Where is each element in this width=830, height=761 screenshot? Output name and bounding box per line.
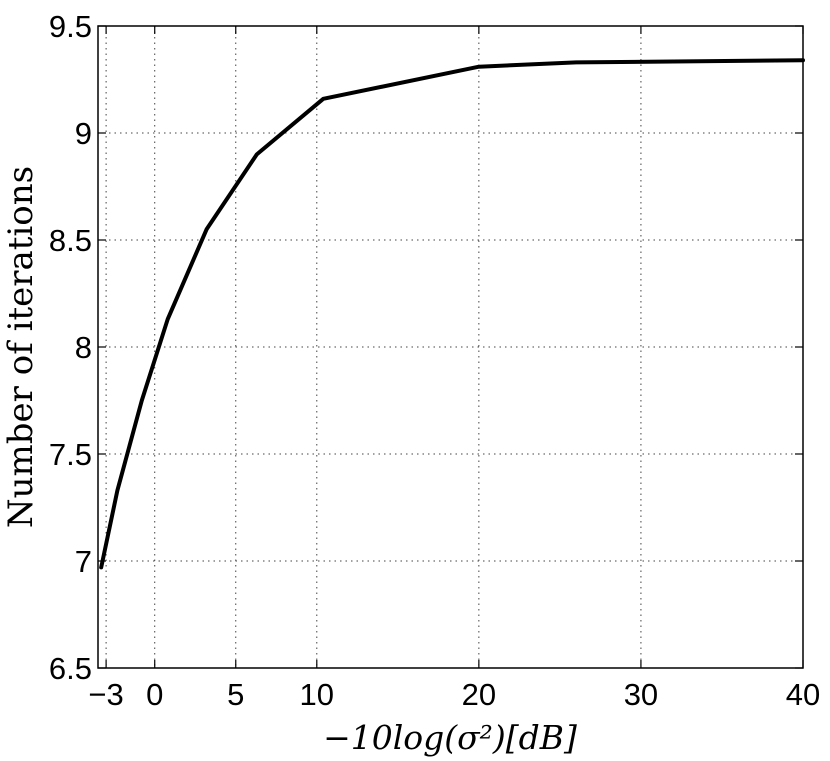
x-tick-label: 30 [624,677,658,712]
y-axis-label: Number of iterations [1,166,41,528]
x-tick-label: 20 [462,677,496,712]
y-tick-label: 8 [75,330,92,365]
y-tick-label: 7.5 [49,437,92,472]
y-tick-label: 8.5 [49,223,92,258]
x-tick-label: 10 [300,677,334,712]
x-tick-label: 0 [146,677,163,712]
x-axis-label: −10log(σ²)[dB] [323,718,577,757]
y-tick-label: 9.5 [49,9,92,44]
series-group [99,58,805,570]
y-tick-label: 7 [75,544,92,579]
x-tick-label: −3 [88,677,123,712]
series-line [99,58,805,570]
y-tick-label: 9 [75,116,92,151]
x-tick-labels: −3 0 5 10 20 30 40 [88,677,820,712]
grid-lines [98,26,803,668]
y-tick-label: 6.5 [49,651,92,686]
x-tick-label: 5 [227,677,244,712]
y-tick-labels: 6.5 7 7.5 8 8.5 9 9.5 [49,9,92,686]
tick-marks [98,25,804,669]
x-tick-label: 40 [786,677,820,712]
